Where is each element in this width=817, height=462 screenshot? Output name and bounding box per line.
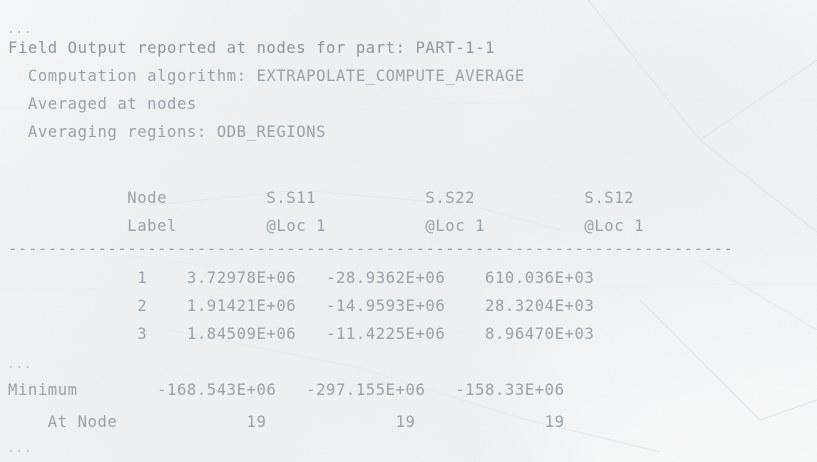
ellipsis-bottom: ... (7, 441, 33, 456)
table-header-row-locations: Label @Loc 1 @Loc 1 @Loc 1 (8, 217, 645, 235)
ellipsis-mid: ... (7, 357, 33, 372)
computation-algorithm-line: Computation algorithm: EXTRAPOLATE_COMPU… (8, 67, 525, 85)
table-header-row-names: Node S.S11 S.S22 S.S12 (8, 189, 635, 207)
minimum-row: Minimum -168.543E+06 -297.155E+06 -158.3… (8, 381, 565, 399)
averaging-regions-line: Averaging regions: ODB_REGIONS (8, 123, 327, 141)
table-row: 2 1.91421E+06 -14.9593E+06 28.3204E+03 (8, 297, 595, 315)
field-output-title: Field Output reported at nodes for part:… (8, 39, 495, 57)
table-row: 3 1.84509E+06 -11.4225E+06 8.96470E+03 (8, 325, 595, 343)
table-row: 1 3.72978E+06 -28.9362E+06 610.036E+03 (8, 269, 595, 287)
ellipsis-top: ... (7, 22, 33, 37)
averaged-at-nodes-line: Averaged at nodes (8, 95, 197, 113)
at-node-row: At Node 19 19 19 (8, 413, 565, 431)
table-separator-rule: ----------------------------------------… (8, 240, 734, 258)
